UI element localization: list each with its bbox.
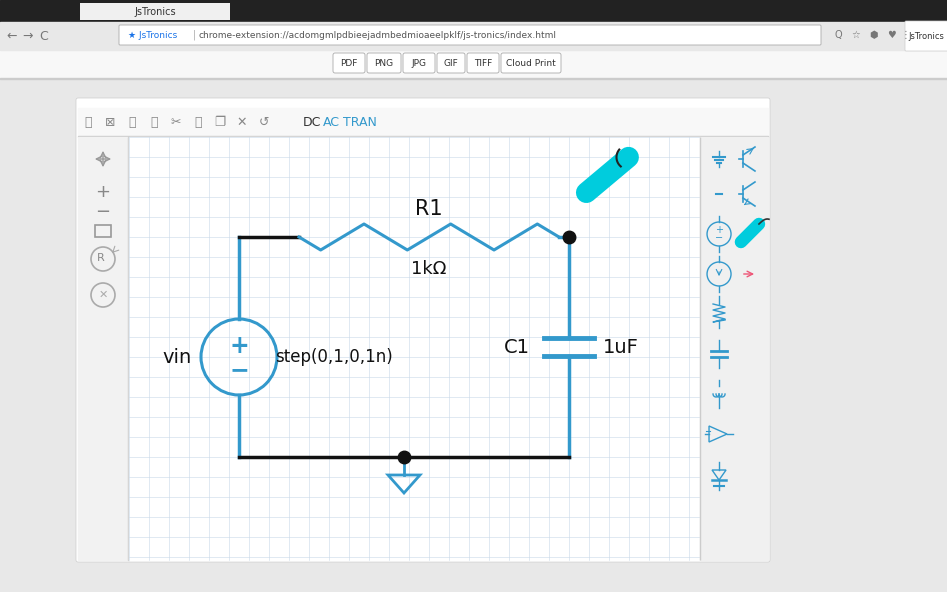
FancyBboxPatch shape <box>403 53 435 73</box>
Bar <box>0 50 947 78</box>
Text: Q: Q <box>834 30 842 40</box>
Text: PDF: PDF <box>340 59 358 67</box>
Text: ⋮: ⋮ <box>902 30 911 40</box>
Text: JsTronics: JsTronics <box>908 31 944 40</box>
Text: JPG: JPG <box>412 59 426 67</box>
Text: +: + <box>96 183 111 201</box>
Text: −: − <box>715 233 724 243</box>
Text: TRAN: TRAN <box>343 115 377 128</box>
Text: JsTronics: JsTronics <box>134 7 176 17</box>
Text: ⎗: ⎗ <box>151 115 158 128</box>
Text: C1: C1 <box>504 337 530 356</box>
Text: GIF: GIF <box>443 59 458 67</box>
Bar <box>700 137 768 560</box>
Bar <box>78 137 128 560</box>
Text: ☆: ☆ <box>851 30 861 40</box>
FancyBboxPatch shape <box>905 21 947 51</box>
Text: PNG: PNG <box>374 59 394 67</box>
Text: ⎘: ⎘ <box>128 115 135 128</box>
Text: ♥: ♥ <box>887 30 897 40</box>
Text: ❐: ❐ <box>214 115 225 128</box>
Text: +: + <box>229 334 249 358</box>
FancyBboxPatch shape <box>437 53 465 73</box>
Text: ✕: ✕ <box>237 115 247 128</box>
Text: C: C <box>40 30 48 43</box>
Text: 1uF: 1uF <box>603 337 639 356</box>
Text: chrome-extension://acdomgmlpdbieejadmbedmioaeelpklf/js-tronics/index.html: chrome-extension://acdomgmlpdbieejadmbed… <box>198 31 556 40</box>
Text: Cloud Print: Cloud Print <box>506 59 556 67</box>
Bar <box>78 108 768 136</box>
Bar <box>0 78 947 79</box>
Text: |: | <box>193 30 196 40</box>
Text: ⓘ: ⓘ <box>84 115 92 128</box>
Bar <box>0 22 947 50</box>
Bar <box>95 225 111 237</box>
Text: ✕: ✕ <box>98 290 108 300</box>
Bar <box>80 3 230 20</box>
Text: →: → <box>23 30 33 43</box>
Bar <box>129 137 700 560</box>
Text: TIFF: TIFF <box>474 59 492 67</box>
Text: ✂: ✂ <box>170 115 181 128</box>
Text: −: − <box>96 203 111 221</box>
Text: ⊠: ⊠ <box>105 115 116 128</box>
Text: R1: R1 <box>415 199 443 219</box>
FancyBboxPatch shape <box>367 53 401 73</box>
Text: ←: ← <box>7 30 17 43</box>
Text: AC: AC <box>323 115 340 128</box>
Text: DC: DC <box>303 115 321 128</box>
Text: ⧉: ⧉ <box>194 115 202 128</box>
Bar <box>0 0 947 22</box>
FancyBboxPatch shape <box>501 53 561 73</box>
FancyBboxPatch shape <box>467 53 499 73</box>
FancyBboxPatch shape <box>119 25 821 45</box>
Text: step(0,1,0,1n): step(0,1,0,1n) <box>276 348 393 366</box>
Text: 1kΩ: 1kΩ <box>411 260 447 278</box>
Text: −: − <box>229 358 249 382</box>
Text: ★ JsTronics: ★ JsTronics <box>128 31 177 40</box>
FancyBboxPatch shape <box>333 53 365 73</box>
Text: ↺: ↺ <box>259 115 269 128</box>
Text: R: R <box>98 253 105 263</box>
Text: ⬢: ⬢ <box>869 30 878 40</box>
Text: +: + <box>715 225 724 235</box>
FancyBboxPatch shape <box>76 98 770 562</box>
Text: vin: vin <box>162 348 191 366</box>
